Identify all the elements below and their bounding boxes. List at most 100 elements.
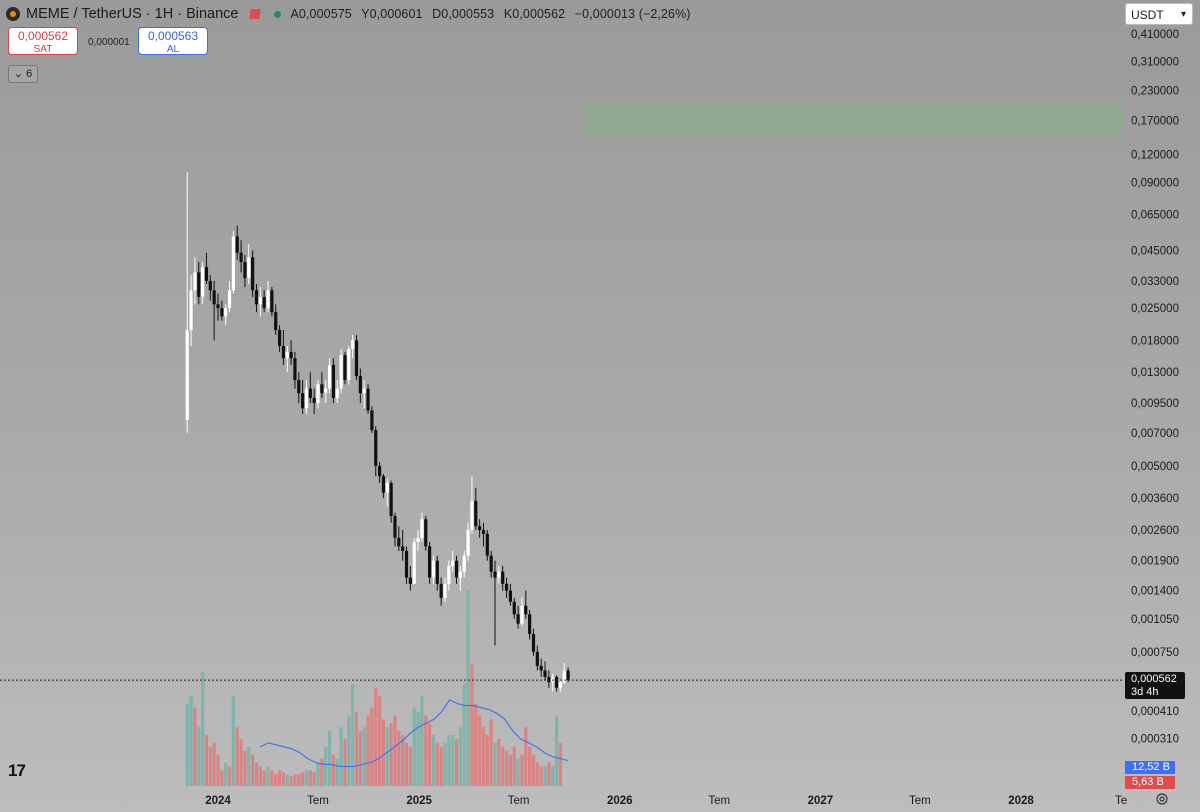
candle-down: [331, 364, 336, 398]
volume-bar: [351, 684, 355, 786]
volume-bar: [366, 715, 370, 786]
volume-bar: [347, 715, 351, 786]
candle-up: [520, 605, 524, 624]
volume-bar: [424, 715, 428, 786]
indicators-toggle-button[interactable]: ⌄ 6: [8, 65, 38, 83]
candle-up: [385, 482, 389, 493]
candle-down: [277, 330, 282, 346]
candle-down: [543, 670, 547, 678]
volume-bar: [381, 719, 386, 786]
volume-bar: [185, 703, 189, 786]
volume-bar: [558, 742, 563, 786]
volume-bar: [262, 770, 266, 786]
candle-down: [308, 388, 312, 398]
volume-bar: [320, 758, 324, 786]
currency-select[interactable]: USDT ▾: [1125, 3, 1193, 25]
volume-bar: [204, 735, 209, 786]
volume-bar: [289, 776, 293, 786]
candle-down: [235, 236, 239, 253]
time-axis-label: 2025: [406, 795, 432, 807]
candle-up: [335, 388, 339, 398]
volume-bar: [462, 684, 466, 786]
volume-bar: [408, 746, 412, 786]
price-axis-label: 0,001400: [1131, 586, 1179, 598]
candle-down: [374, 430, 378, 466]
buy-label: AL: [166, 44, 180, 55]
volume-bar: [201, 672, 205, 786]
candle-up: [316, 384, 320, 403]
volume-bar: [531, 754, 536, 786]
candle-down: [354, 340, 359, 377]
time-axis-label: 2027: [808, 795, 834, 807]
candle-down: [243, 262, 247, 279]
candle-up: [431, 560, 436, 578]
candle-down: [424, 519, 428, 547]
candle-down: [281, 345, 286, 359]
candle-down: [508, 590, 512, 602]
candle-up: [451, 560, 455, 567]
candle-down: [501, 571, 505, 584]
volume-bar: [301, 772, 305, 786]
candle-down: [435, 560, 439, 584]
volume-bar: [458, 727, 462, 786]
candle-down: [366, 388, 370, 411]
volume-bar: [304, 770, 309, 786]
candle-up: [351, 340, 355, 349]
candle-down: [516, 614, 520, 624]
candle-down: [262, 297, 266, 309]
candle-up: [362, 388, 366, 394]
candle-down: [220, 308, 224, 317]
candle-down: [370, 410, 374, 431]
time-axis[interactable]: 2024 Tem 2025 Tem 2026 Tem 2027 Tem 2028 Te: [205, 795, 1127, 807]
last-price-value: 0,000562: [1131, 673, 1177, 686]
candle-up: [201, 267, 205, 298]
symbol-title[interactable]: MEME / TetherUS · 1H · Binance: [26, 6, 239, 22]
candle-up: [562, 670, 566, 683]
high-value: Y0,000601: [361, 7, 423, 21]
tradingview-logo[interactable]: 17: [8, 761, 26, 780]
volume-bar: [293, 774, 297, 786]
volume-bar: [501, 746, 505, 786]
price-axis-label: 0,002600: [1131, 525, 1179, 537]
sell-label: SAT: [33, 44, 53, 55]
volume-bar: [539, 766, 543, 786]
price-axis-label: 0,410000: [1131, 29, 1179, 41]
candle-down: [478, 526, 482, 530]
change-value: −0,000013 (−2,26%): [574, 7, 691, 21]
candle-up: [339, 355, 343, 389]
price-axis[interactable]: 0,410000 0,310000 0,230000 0,170000 0,120000…: [1131, 29, 1179, 745]
buy-price: 0,000563: [147, 29, 199, 43]
target-zone-rect: [584, 104, 1123, 136]
gear-icon[interactable]: [1155, 792, 1169, 806]
flag-icon[interactable]: [249, 9, 262, 19]
volume-bar: [331, 754, 336, 786]
volume-bar: [324, 746, 328, 786]
candle-up: [285, 351, 289, 359]
candle-down: [485, 533, 489, 556]
volume-bar: [470, 664, 474, 786]
candle-down: [381, 476, 386, 493]
price-axis-label: 0,009500: [1131, 398, 1179, 410]
buy-button[interactable]: 0,000563 AL: [138, 27, 208, 55]
price-axis-label: 0,090000: [1131, 178, 1179, 190]
candle-up: [327, 364, 332, 389]
volume-bar: [485, 735, 489, 786]
volume-bar: [270, 770, 274, 786]
volume-bar: [247, 746, 251, 786]
candle-up: [347, 348, 351, 381]
volume-bar: [266, 766, 270, 786]
candle-down: [512, 601, 516, 615]
sell-button[interactable]: 0,000562 SAT: [8, 27, 78, 55]
volume-bar: [428, 723, 432, 786]
volume-bar: [447, 735, 451, 786]
volume-bar: [189, 695, 193, 786]
volume-bar: [224, 762, 228, 786]
candle-up: [470, 500, 474, 530]
volume-bar: [239, 738, 243, 786]
candle-up: [462, 555, 466, 572]
candle-down: [554, 677, 559, 688]
symbol-header: MEME / TetherUS · 1H · Binance A0,000575…: [6, 4, 697, 24]
volume-bar: [227, 766, 232, 786]
volume-bar: [193, 707, 197, 786]
